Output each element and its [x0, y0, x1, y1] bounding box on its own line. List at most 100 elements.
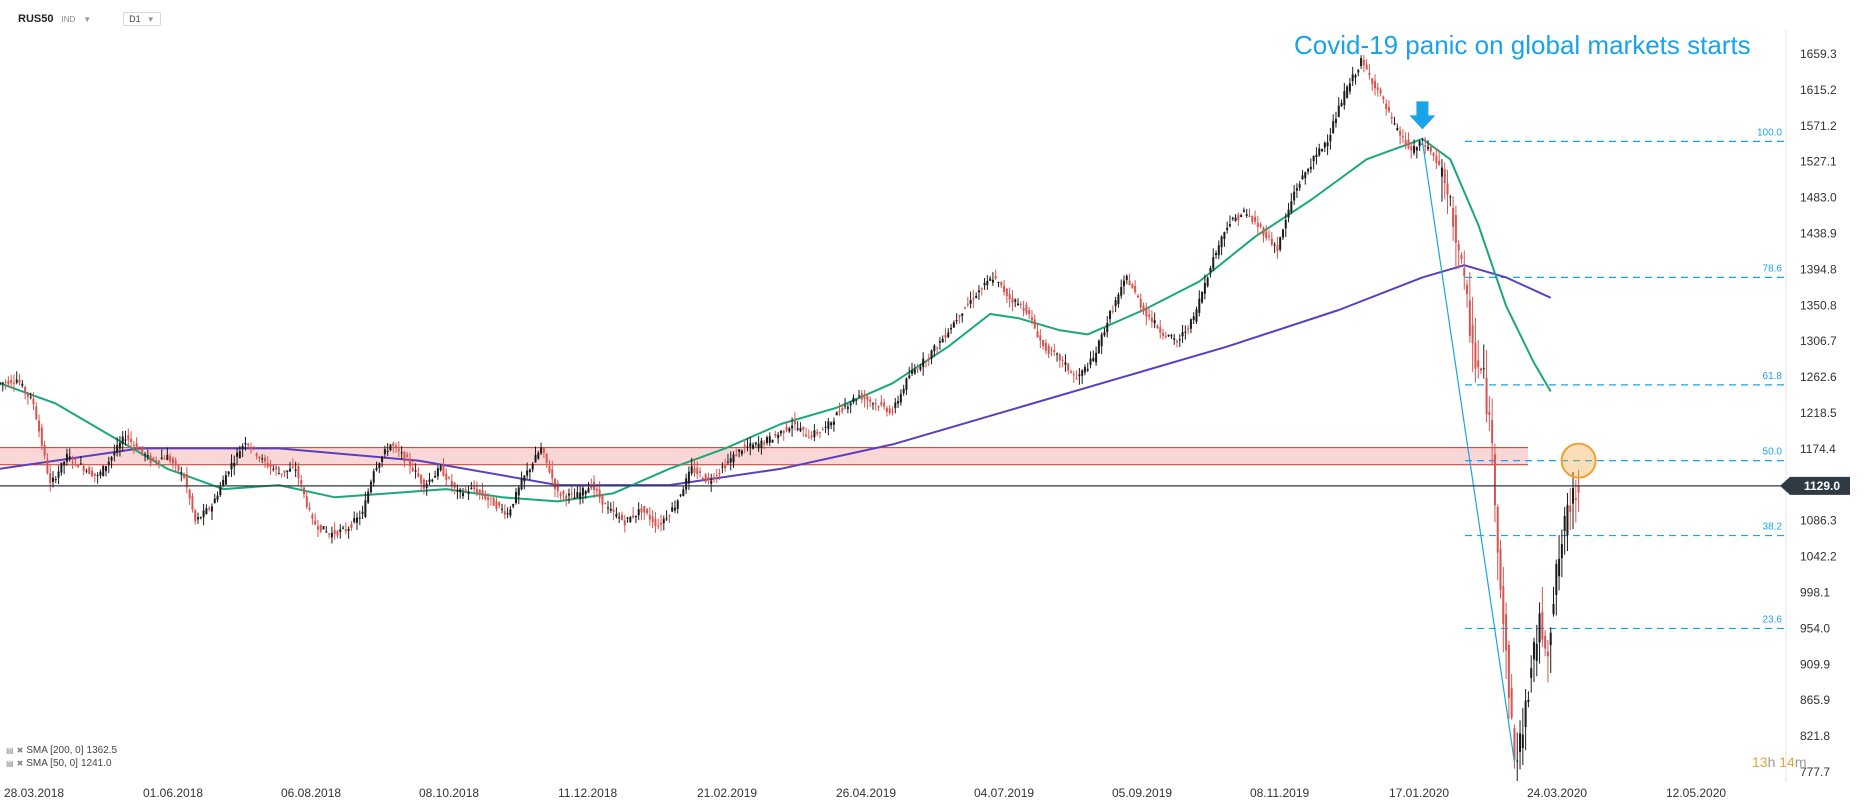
candle-body: [1549, 632, 1552, 646]
candle-body: [1175, 340, 1178, 343]
candle-body: [916, 369, 919, 371]
chevron-down-icon[interactable]: ▼: [83, 14, 92, 24]
candle-body: [1019, 303, 1022, 305]
candle-body: [1357, 70, 1360, 73]
candle-body: [1044, 342, 1047, 351]
candle-body: [799, 428, 802, 432]
candle-body: [1368, 73, 1371, 76]
candle-body: [233, 462, 236, 467]
candle-body: [422, 479, 425, 489]
candle-body: [858, 395, 861, 397]
candle-body: [88, 467, 91, 475]
y-tick-label: 998.1: [1800, 586, 1830, 600]
candle-body: [347, 528, 350, 531]
candle-body: [852, 397, 855, 403]
candle-body: [1477, 360, 1480, 368]
candle-body: [1541, 611, 1544, 640]
candle-body: [1321, 148, 1324, 152]
fib-level-label: 78.6: [1763, 263, 1783, 274]
candle-body: [197, 517, 200, 520]
candle-body: [573, 497, 576, 499]
highlight-circle: [1560, 442, 1597, 479]
candle-body: [146, 454, 149, 457]
candle-body: [802, 426, 805, 430]
candle-body: [1000, 281, 1003, 286]
candle-body: [1265, 231, 1268, 239]
candle-body: [77, 464, 80, 468]
candle-body: [1128, 280, 1131, 286]
legend-row-sma200[interactable]: ▤ ✖ SMA [200, 0] 1362.5: [6, 744, 117, 757]
candle-body: [1189, 319, 1192, 329]
sma200-value: 1362.5: [86, 745, 118, 756]
close-icon[interactable]: ✖: [16, 746, 24, 755]
timeframe-select[interactable]: D1 ▼: [123, 12, 161, 26]
candle-body: [961, 313, 964, 316]
candle-body: [1385, 103, 1388, 109]
settings-icon[interactable]: ▤: [6, 746, 14, 755]
candle-body: [1058, 354, 1061, 361]
candle-body: [523, 475, 526, 482]
candle-body: [1270, 238, 1273, 245]
symbol-label[interactable]: RUS50: [18, 13, 54, 25]
candle-body: [1404, 140, 1407, 145]
candle-body: [768, 436, 771, 443]
candle-body: [336, 531, 339, 536]
candle-body: [1008, 293, 1011, 299]
candle-body: [827, 421, 830, 430]
candle-body: [690, 466, 693, 474]
candle-body: [660, 522, 663, 525]
candle-body: [1563, 515, 1566, 532]
candle-body: [1281, 229, 1284, 238]
candle-body: [280, 473, 283, 475]
candle-body: [1011, 297, 1014, 303]
candle-body: [1142, 305, 1145, 312]
candle-body: [512, 503, 515, 507]
candle-body: [922, 358, 925, 368]
candle-body: [224, 474, 227, 485]
x-axis: 28.03.2018 01.06.2018 06.08.2018 08.10.2018…: [4, 786, 1726, 800]
candle-body: [1474, 342, 1477, 369]
candle-body: [342, 527, 345, 529]
y-tick-label: 1306.7: [1800, 334, 1837, 348]
candle-body: [258, 456, 261, 459]
candle-body: [1276, 245, 1279, 252]
candle-body: [68, 456, 71, 460]
candle-body: [1145, 308, 1148, 317]
candle-body: [244, 442, 247, 445]
candle-body: [408, 458, 411, 467]
candle-body: [116, 445, 119, 453]
candle-body: [498, 502, 501, 506]
candle-body: [389, 444, 392, 451]
settings-icon[interactable]: ▤: [6, 759, 14, 768]
candle-body: [567, 493, 570, 496]
candle-body: [1162, 332, 1165, 336]
candle-body: [1075, 378, 1078, 380]
candle-body: [1033, 319, 1036, 329]
candle-body: [219, 486, 222, 496]
candle-body: [763, 442, 766, 445]
candle-body: [63, 461, 66, 466]
candle-body: [489, 497, 492, 499]
candle-body: [46, 459, 49, 474]
candle-body: [1360, 58, 1363, 66]
close-icon[interactable]: ✖: [16, 759, 24, 768]
candle-body: [986, 280, 989, 286]
candle-body: [74, 459, 77, 461]
candle-body: [805, 434, 808, 437]
candle-body: [311, 514, 314, 519]
candle-body: [227, 471, 230, 475]
resistance-zone: [0, 447, 1528, 466]
candle-body: [141, 446, 144, 453]
candle-body: [941, 338, 944, 343]
fib-level-label: 23.6: [1763, 614, 1783, 625]
candle-body: [1449, 196, 1452, 198]
candle-body: [1220, 236, 1223, 248]
candle-body: [520, 479, 523, 490]
candle-body: [1203, 282, 1206, 294]
candle-body: [367, 491, 370, 503]
legend-row-sma50[interactable]: ▤ ✖ SMA [50, 0] 1241.0: [6, 757, 117, 770]
y-tick-label: 1571.2: [1800, 119, 1837, 133]
candle-body: [936, 347, 939, 349]
sma-200-path: [0, 264, 1552, 487]
